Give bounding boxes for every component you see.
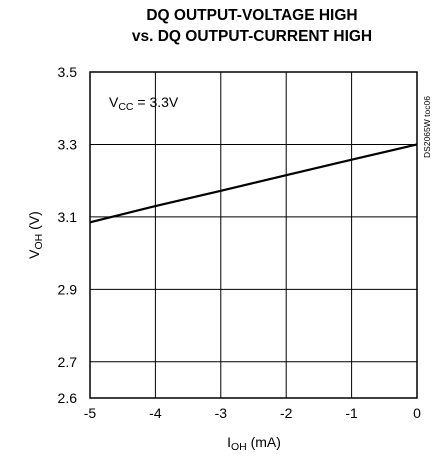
- grid: [90, 72, 417, 398]
- y-axis-label: VOH (V): [26, 211, 45, 259]
- chart-title-line1: DQ OUTPUT-VOLTAGE HIGH: [146, 7, 357, 24]
- x-tick-label: -1: [345, 405, 358, 421]
- y-tick-label: 3.3: [58, 136, 78, 152]
- series-line-0: [89, 143, 418, 224]
- y-tick-label: 3.5: [58, 64, 78, 80]
- x-tick-label: -4: [149, 405, 162, 421]
- y-tick-label: 2.9: [58, 281, 78, 297]
- annotation-vcc: VCC = 3.3V: [109, 94, 179, 113]
- plot-frame: [89, 71, 418, 399]
- y-tick-label: 2.6: [58, 390, 78, 406]
- x-axis-label: IOH (mA): [227, 434, 281, 453]
- x-tick-label: 0: [413, 405, 421, 421]
- y-tick-label: 3.1: [58, 209, 78, 225]
- series-group: [89, 143, 418, 224]
- y-tick-labels: 3.5 3.3 3.1 2.9 2.7 2.6: [58, 64, 78, 406]
- x-tick-labels: -5 -4 -3 -2 -1 0: [84, 405, 421, 421]
- y-tick-label: 2.7: [58, 354, 78, 370]
- chart-title-line2: vs. DQ OUTPUT-CURRENT HIGH: [132, 28, 372, 45]
- x-tick-label: -3: [215, 405, 228, 421]
- x-tick-label: -5: [84, 405, 97, 421]
- x-tick-label: -2: [280, 405, 293, 421]
- doc-id-label: DS2065W toc06: [422, 96, 432, 158]
